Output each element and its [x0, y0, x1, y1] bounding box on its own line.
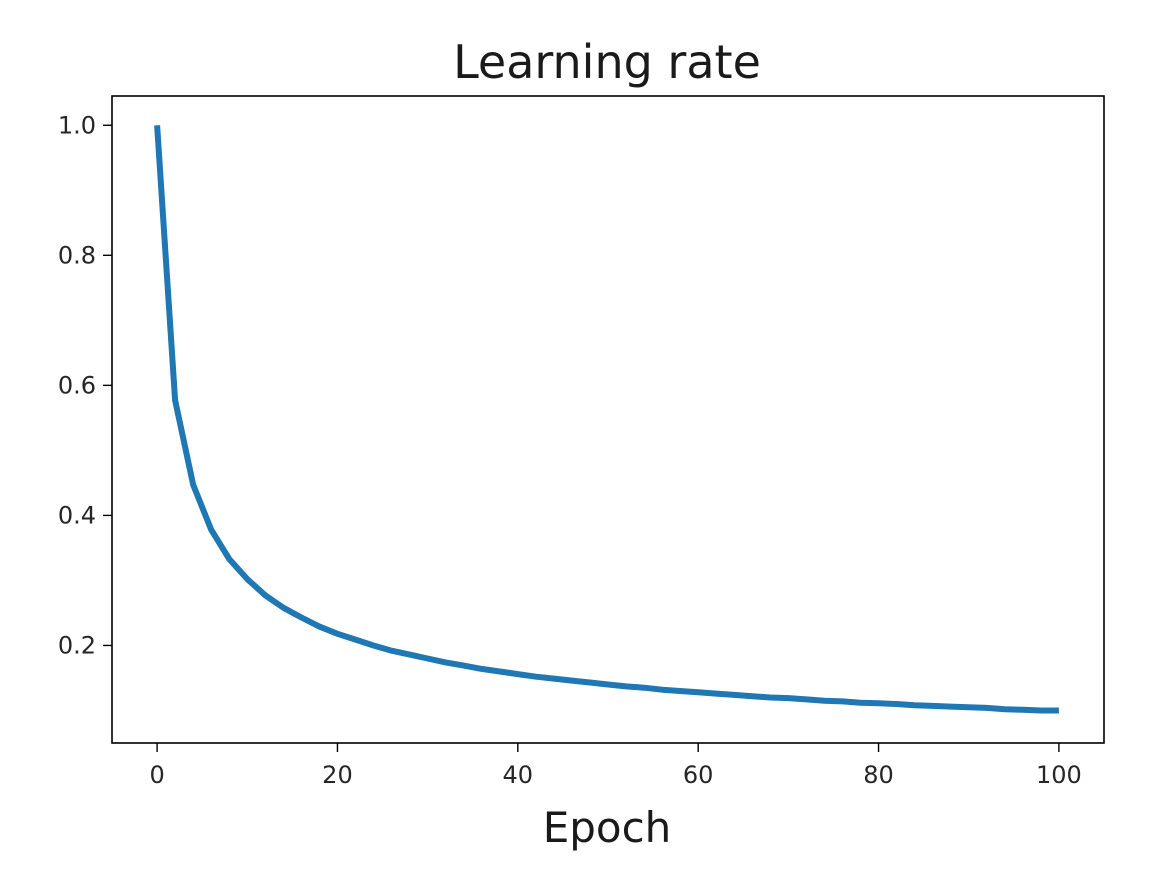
- x-tick-label: 100: [1036, 761, 1082, 789]
- y-tick-label: 1.0: [58, 111, 96, 139]
- x-tick-label: 80: [863, 761, 894, 789]
- y-tick-label: 0.6: [58, 371, 96, 399]
- x-tick-label: 20: [322, 761, 353, 789]
- x-tick-label: 60: [683, 761, 714, 789]
- y-tick-label: 0.2: [58, 631, 96, 659]
- x-tick-label: 40: [503, 761, 534, 789]
- series-layer: [154, 125, 1059, 714]
- y-tick-label: 0.4: [58, 501, 96, 529]
- plot-area-frame: [111, 95, 1105, 744]
- x-axis-title: Epoch: [543, 803, 672, 852]
- chart-title: Learning rate: [453, 35, 761, 89]
- x-axis-ticks: 0 20 40 60 80 100: [149, 743, 1082, 789]
- learning-rate-series-line: [154, 125, 1059, 714]
- x-tick-label: 0: [149, 761, 164, 789]
- y-tick-label: 0.8: [58, 241, 96, 269]
- y-axis-ticks: 0.2 0.4 0.6 0.8 1.0: [58, 111, 112, 659]
